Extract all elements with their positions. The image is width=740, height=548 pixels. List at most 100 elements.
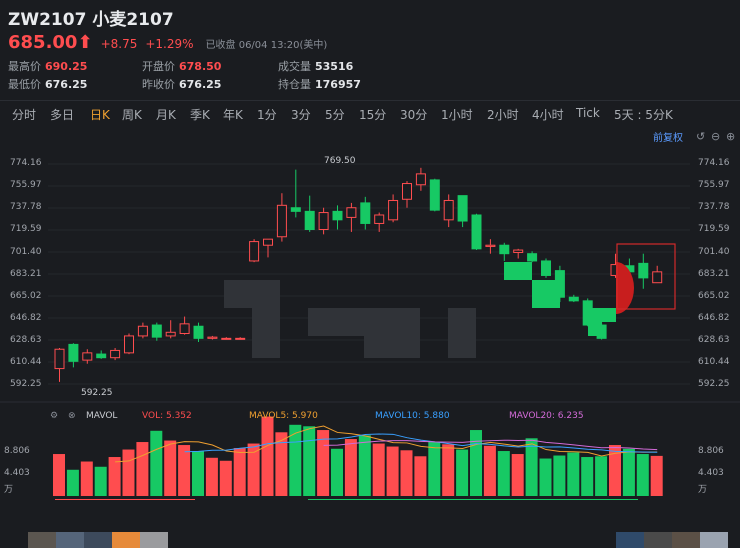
adjust-mode-button[interactable]: 前复权	[653, 133, 683, 144]
candle-body[interactable]	[568, 296, 579, 302]
volume-bar[interactable]	[219, 460, 232, 496]
candle-body[interactable]	[652, 271, 663, 284]
kline-chart[interactable]	[0, 140, 740, 500]
candle-body[interactable]	[527, 253, 538, 262]
candle-body[interactable]	[374, 214, 385, 224]
tab-15[interactable]: Tick	[576, 106, 600, 120]
candle-body[interactable]	[249, 241, 260, 262]
mavol-label[interactable]: MAVOL	[86, 411, 118, 421]
tab-16[interactable]: 5天 : 5分K	[614, 108, 673, 122]
volume-bar[interactable]	[344, 439, 357, 496]
volume-bar[interactable]	[414, 456, 427, 496]
volume-bar[interactable]	[247, 443, 260, 496]
tab-4[interactable]: 月K	[156, 108, 176, 122]
candle-body[interactable]	[263, 238, 273, 246]
tab-2[interactable]: 日K	[90, 108, 110, 122]
volume-bar[interactable]	[122, 449, 135, 496]
volume-bar[interactable]	[66, 469, 79, 496]
volume-bar[interactable]	[470, 430, 482, 496]
candle-body[interactable]	[499, 244, 510, 255]
candle-body[interactable]	[207, 336, 218, 339]
volume-bar[interactable]	[581, 457, 594, 496]
volume-bar[interactable]	[609, 445, 621, 496]
candle-body[interactable]	[193, 325, 204, 339]
tab-1[interactable]: 多日	[50, 108, 75, 122]
candle-body[interactable]	[96, 353, 107, 359]
volume-bar[interactable]	[192, 451, 204, 496]
volume-bar[interactable]	[622, 448, 635, 496]
volume-bar[interactable]	[497, 451, 510, 496]
volume-bar[interactable]	[595, 456, 608, 496]
candle-body[interactable]	[415, 173, 426, 186]
candle-body[interactable]	[402, 183, 412, 200]
tab-7[interactable]: 1分	[257, 108, 277, 122]
tab-3[interactable]: 周K	[122, 108, 142, 122]
volume-bar[interactable]	[80, 461, 93, 496]
volume-bar[interactable]	[331, 448, 343, 496]
candle-body[interactable]	[221, 337, 232, 340]
close-indicator-icon[interactable]: ⊗	[68, 411, 76, 421]
volume-bar[interactable]	[178, 445, 191, 496]
candle-body[interactable]	[110, 349, 121, 359]
zoom-in-icon[interactable]: ⊕	[726, 130, 736, 143]
candle-body[interactable]	[68, 343, 79, 362]
candle-body[interactable]	[235, 337, 246, 340]
candle-body[interactable]	[360, 202, 371, 224]
candle-body[interactable]	[485, 244, 496, 247]
volume-bar[interactable]	[567, 452, 580, 496]
volume-bar[interactable]	[483, 445, 496, 496]
settings-icon[interactable]: ⚙	[50, 411, 59, 421]
volume-bar[interactable]	[233, 448, 246, 496]
candle-body[interactable]	[54, 348, 65, 370]
zoom-out-icon[interactable]: ⊖	[711, 130, 721, 143]
volume-bar[interactable]	[442, 444, 455, 496]
tab-6[interactable]: 年K	[223, 108, 243, 122]
volume-bar[interactable]	[386, 446, 399, 496]
volume-bar[interactable]	[400, 450, 413, 496]
volume-bar[interactable]	[539, 458, 552, 496]
candle-body[interactable]	[457, 195, 468, 222]
candle-body[interactable]	[346, 207, 357, 218]
candle-body[interactable]	[179, 323, 190, 335]
volume-bar[interactable]	[636, 454, 649, 496]
volume-bar[interactable]	[136, 442, 149, 496]
candle-body[interactable]	[124, 335, 134, 354]
volume-bar[interactable]	[456, 449, 469, 496]
volume-bar[interactable]	[164, 440, 177, 496]
volume-bar[interactable]	[108, 457, 121, 496]
volume-bar[interactable]	[372, 443, 385, 496]
candle-body[interactable]	[82, 352, 93, 361]
volume-bar[interactable]	[205, 457, 218, 496]
volume-bar[interactable]	[275, 432, 288, 496]
candle-body[interactable]	[165, 331, 176, 337]
tab-14[interactable]: 4小时	[532, 108, 564, 122]
candle-body[interactable]	[443, 199, 454, 221]
volume-bar[interactable]	[150, 430, 163, 496]
candle-body[interactable]	[151, 324, 162, 338]
candle-body[interactable]	[276, 204, 287, 238]
candle-body[interactable]	[513, 249, 524, 253]
volume-bar[interactable]	[53, 454, 65, 496]
candle-body[interactable]	[137, 325, 148, 337]
tab-12[interactable]: 1小时	[441, 108, 473, 122]
volume-bar[interactable]	[358, 435, 371, 496]
volume-bar[interactable]	[317, 430, 330, 496]
candle-body[interactable]	[429, 179, 440, 211]
candle-body[interactable]	[471, 214, 482, 250]
volume-bar[interactable]	[94, 466, 107, 496]
volume-bar[interactable]	[553, 455, 566, 496]
candle-body[interactable]	[332, 210, 343, 221]
volume-bar[interactable]	[261, 416, 274, 496]
tab-11[interactable]: 30分	[400, 108, 428, 122]
candle-body[interactable]	[638, 262, 649, 279]
tab-13[interactable]: 2小时	[487, 108, 519, 122]
tab-10[interactable]: 15分	[359, 108, 387, 122]
candle-body[interactable]	[541, 260, 551, 276]
tab-0[interactable]: 分时	[12, 108, 37, 122]
tab-8[interactable]: 3分	[291, 108, 311, 122]
candle-body[interactable]	[290, 207, 301, 212]
tab-5[interactable]: 季K	[190, 108, 210, 122]
candle-body[interactable]	[304, 210, 315, 231]
volume-bar[interactable]	[650, 455, 663, 496]
candle-body[interactable]	[388, 199, 399, 221]
